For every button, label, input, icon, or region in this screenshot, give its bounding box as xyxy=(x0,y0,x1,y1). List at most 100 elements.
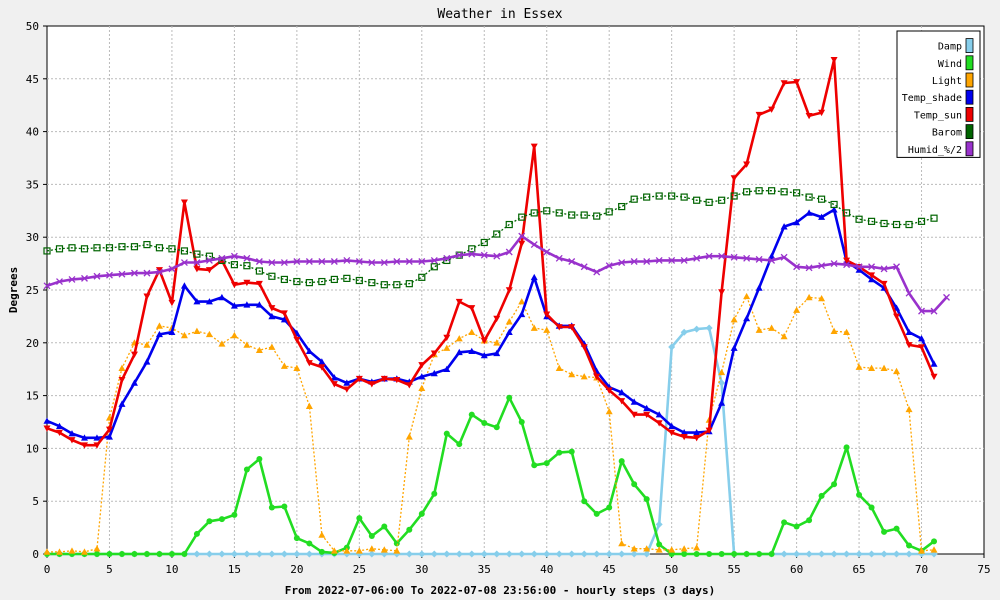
y-tick-label: 5 xyxy=(32,495,39,508)
data-point-temp-sun xyxy=(143,293,151,300)
data-point-temp-sun xyxy=(793,79,801,86)
legend-swatch-temp-shade xyxy=(965,89,974,105)
data-point-barom xyxy=(593,212,601,220)
data-point-temp-sun xyxy=(193,266,201,273)
data-point-temp-sun xyxy=(468,305,476,312)
data-point-barom xyxy=(905,220,913,229)
data-point-temp-sun xyxy=(643,411,651,419)
data-point-temp-shade xyxy=(530,273,538,281)
data-point-humid-2 xyxy=(568,258,576,265)
data-point-damp xyxy=(368,550,376,558)
data-point-wind xyxy=(931,538,938,545)
data-point-light xyxy=(218,340,226,347)
data-point-temp-shade xyxy=(780,223,788,230)
axes: 0 5 10 15 20 25 30 35 40 45 50 0 5 10 15 20 25 30 35 40 45 50… xyxy=(26,20,991,576)
data-point-wind xyxy=(181,551,188,557)
data-point-damp xyxy=(293,550,301,558)
x-tick-label: 50 xyxy=(665,563,678,576)
data-point-damp xyxy=(493,550,501,558)
series-temp-sun xyxy=(43,56,938,449)
data-point-light xyxy=(493,339,501,346)
data-point-temp-shade xyxy=(280,316,288,323)
data-point-wind xyxy=(743,551,750,557)
data-point-barom xyxy=(343,274,351,282)
data-point-temp-shade xyxy=(243,301,251,308)
data-point-humid-2 xyxy=(893,263,901,271)
data-point-barom xyxy=(280,275,288,284)
series-layer xyxy=(43,56,950,558)
data-point-wind xyxy=(143,551,150,557)
data-point-humid-2 xyxy=(593,268,601,276)
grid-lines xyxy=(47,26,984,554)
data-point-light xyxy=(118,364,126,371)
data-point-barom xyxy=(568,211,576,219)
chart-title: Weather in Essex xyxy=(437,7,562,22)
data-point-light xyxy=(305,402,313,409)
series-wind xyxy=(44,394,938,557)
data-point-light xyxy=(43,548,51,555)
data-point-barom xyxy=(605,208,613,216)
data-point-barom xyxy=(643,193,651,201)
data-point-wind xyxy=(593,510,600,517)
data-point-barom xyxy=(80,245,89,253)
data-point-light xyxy=(643,545,651,552)
data-point-light xyxy=(843,328,851,336)
data-point-damp xyxy=(430,550,438,558)
data-point-humid-2 xyxy=(630,258,638,265)
data-point-temp-sun xyxy=(543,311,551,318)
legend-label-wind: Wind xyxy=(938,59,962,70)
data-point-barom xyxy=(418,273,426,281)
data-point-temp-sun xyxy=(280,310,288,317)
data-point-damp xyxy=(218,550,226,558)
data-point-damp xyxy=(568,550,576,558)
data-point-wind xyxy=(543,460,550,467)
data-point-temp-sun xyxy=(118,376,126,384)
data-point-wind xyxy=(718,551,725,557)
data-point-humid-2 xyxy=(106,271,113,279)
data-point-temp-sun xyxy=(830,56,838,64)
data-point-light xyxy=(293,364,301,371)
data-point-damp xyxy=(668,343,676,351)
data-point-wind xyxy=(256,455,263,462)
data-point-damp xyxy=(305,550,313,558)
data-point-temp-shade xyxy=(130,379,138,386)
data-point-temp-shade xyxy=(68,430,76,437)
data-point-humid-2 xyxy=(168,265,176,273)
data-point-temp-sun xyxy=(893,313,901,320)
legend-swatch-light xyxy=(965,72,974,88)
data-point-damp xyxy=(893,550,901,558)
data-point-temp-sun xyxy=(743,161,751,168)
data-point-humid-2 xyxy=(780,253,788,261)
data-point-barom xyxy=(705,198,713,206)
data-point-temp-sun xyxy=(780,80,788,87)
data-point-light xyxy=(255,346,263,353)
data-point-damp xyxy=(805,550,813,558)
data-point-humid-2 xyxy=(493,252,501,260)
data-point-temp-sun xyxy=(380,375,388,383)
data-point-damp xyxy=(443,550,451,558)
data-point-barom xyxy=(668,192,676,200)
data-point-humid-2 xyxy=(155,268,163,276)
data-point-temp-shade xyxy=(668,422,676,430)
data-point-damp xyxy=(680,328,688,336)
x-tick-label: 35 xyxy=(478,563,491,576)
data-point-damp xyxy=(405,550,413,558)
data-point-temp-shade xyxy=(43,417,51,424)
data-point-temp-shade xyxy=(118,400,126,407)
data-point-damp xyxy=(843,550,851,558)
data-point-temp-sun xyxy=(655,420,663,427)
data-point-temp-shade xyxy=(793,218,801,226)
data-point-temp-sun xyxy=(505,287,513,294)
data-point-light xyxy=(230,331,238,339)
data-point-temp-sun xyxy=(305,360,313,367)
data-point-humid-2 xyxy=(943,293,950,301)
data-point-barom xyxy=(830,200,838,209)
data-point-barom xyxy=(842,209,851,217)
data-point-humid-2 xyxy=(43,282,51,290)
data-point-barom xyxy=(792,189,801,197)
data-point-wind xyxy=(618,458,625,465)
data-point-wind xyxy=(93,551,100,557)
data-point-humid-2 xyxy=(355,258,363,265)
data-point-temp-sun xyxy=(255,280,263,288)
data-point-damp xyxy=(905,550,913,558)
